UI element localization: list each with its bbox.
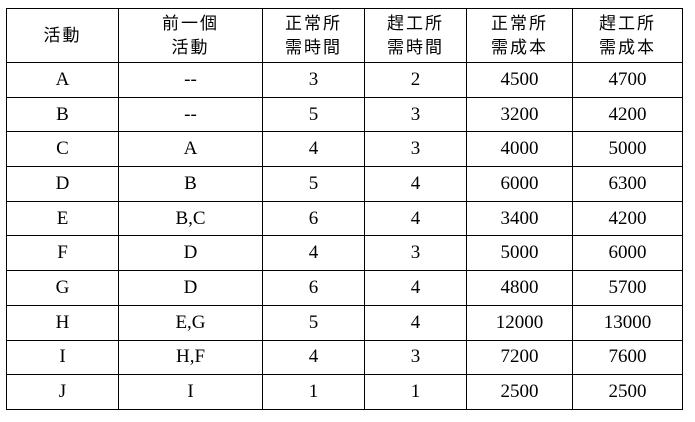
cell-crash-time: 3 [364, 131, 467, 168]
cell-predecessor: D [118, 235, 263, 272]
table-row: C A 4 3 4000 5000 [6, 131, 683, 168]
header-crash-cost: 趕工所 需成本 [572, 8, 683, 63]
cell-activity: C [6, 131, 119, 168]
cell-activity: G [6, 270, 119, 306]
cell-normal-time: 6 [262, 270, 365, 306]
cell-normal-cost: 4500 [466, 62, 573, 98]
cell-predecessor: B,C [118, 200, 263, 237]
cell-normal-cost: 4000 [466, 131, 573, 168]
cell-predecessor: H,F [118, 339, 263, 376]
header-line: 活動 [43, 25, 82, 45]
header-line: 趕工所 [387, 13, 444, 33]
cell-predecessor: D [118, 270, 263, 306]
header-line: 正常所 [285, 13, 342, 33]
cell-crash-cost: 13000 [572, 304, 683, 341]
cell-predecessor: -- [118, 96, 263, 133]
header-line: 前一個 [162, 13, 219, 33]
cell-crash-time: 2 [364, 62, 467, 98]
header-line: 需時間 [387, 37, 444, 57]
table-row: I H,F 4 3 7200 7600 [6, 339, 683, 376]
cell-crash-time: 3 [364, 96, 467, 133]
cell-crash-time: 4 [364, 166, 467, 202]
cell-crash-cost: 6000 [572, 235, 683, 272]
cell-crash-cost: 4200 [572, 200, 683, 237]
header-line: 需時間 [285, 37, 342, 57]
cell-crash-time: 4 [364, 200, 467, 237]
header-normal-time: 正常所 需時間 [262, 8, 365, 63]
table-row: H E,G 5 4 12000 13000 [6, 304, 683, 341]
cell-normal-time: 6 [262, 200, 365, 237]
table-row: B -- 5 3 3200 4200 [6, 96, 683, 133]
cell-normal-cost: 3200 [466, 96, 573, 133]
cell-crash-cost: 4200 [572, 96, 683, 133]
cell-normal-cost: 2500 [466, 374, 573, 410]
header-activity: 活動 [6, 8, 119, 63]
cell-normal-cost: 6000 [466, 166, 573, 202]
header-line: 正常所 [491, 13, 548, 33]
header-normal-cost: 正常所 需成本 [466, 8, 573, 63]
cell-normal-time: 5 [262, 166, 365, 202]
cell-predecessor: B [118, 166, 263, 202]
table-row: D B 5 4 6000 6300 [6, 166, 683, 202]
cell-crash-time: 1 [364, 374, 467, 410]
cell-predecessor: I [118, 374, 263, 410]
cell-normal-time: 5 [262, 96, 365, 133]
header-row: 活動 前一個 活動 正常所 需時間 趕工所 需時間 正常所 需成本 趕工所 需成本 [6, 8, 683, 63]
cell-activity: F [6, 235, 119, 272]
cell-normal-cost: 3400 [466, 200, 573, 237]
cell-predecessor: E,G [118, 304, 263, 341]
cell-predecessor: -- [118, 62, 263, 98]
table-row: J I 1 1 2500 2500 [6, 374, 683, 410]
cell-normal-cost: 5000 [466, 235, 573, 272]
cell-activity: B [6, 96, 119, 133]
header-predecessor: 前一個 活動 [118, 8, 263, 63]
header-line: 需成本 [599, 37, 656, 57]
table-row: F D 4 3 5000 6000 [6, 235, 683, 272]
header-crash-time: 趕工所 需時間 [364, 8, 467, 63]
cell-normal-time: 4 [262, 131, 365, 168]
activity-table: 活動 前一個 活動 正常所 需時間 趕工所 需時間 正常所 需成本 趕工所 需成本 A -- 3 2 450… [6, 8, 683, 410]
cell-crash-cost: 4700 [572, 62, 683, 98]
cell-activity: H [6, 304, 119, 341]
table-row: G D 6 4 4800 5700 [6, 270, 683, 306]
cell-crash-cost: 5700 [572, 270, 683, 306]
cell-crash-cost: 7600 [572, 339, 683, 376]
cell-crash-cost: 6300 [572, 166, 683, 202]
cell-normal-time: 5 [262, 304, 365, 341]
header-line: 活動 [171, 37, 210, 57]
cell-activity: E [6, 200, 119, 237]
cell-crash-time: 4 [364, 270, 467, 306]
cell-normal-time: 4 [262, 339, 365, 376]
cell-normal-cost: 4800 [466, 270, 573, 306]
header-line: 趕工所 [599, 13, 656, 33]
cell-normal-time: 1 [262, 374, 365, 410]
cell-activity: A [6, 62, 119, 98]
cell-activity: J [6, 374, 119, 410]
cell-crash-cost: 2500 [572, 374, 683, 410]
cell-normal-cost: 7200 [466, 339, 573, 376]
cell-normal-time: 3 [262, 62, 365, 98]
cell-predecessor: A [118, 131, 263, 168]
cell-crash-time: 3 [364, 235, 467, 272]
cell-activity: I [6, 339, 119, 376]
cell-crash-time: 4 [364, 304, 467, 341]
cell-normal-cost: 12000 [466, 304, 573, 341]
cell-normal-time: 4 [262, 235, 365, 272]
cell-crash-time: 3 [364, 339, 467, 376]
table-row: E B,C 6 4 3400 4200 [6, 200, 683, 237]
header-line: 需成本 [491, 37, 548, 57]
table-row: A -- 3 2 4500 4700 [6, 62, 683, 98]
cell-activity: D [6, 166, 119, 202]
cell-crash-cost: 5000 [572, 131, 683, 168]
